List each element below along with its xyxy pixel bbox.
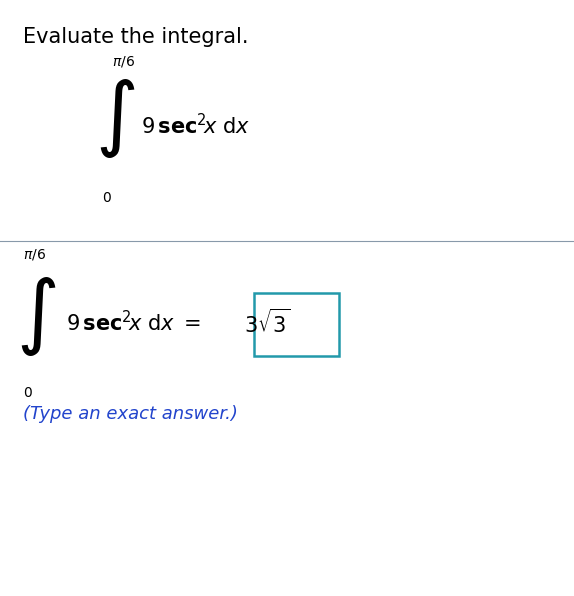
- Text: $\pi/6$: $\pi/6$: [23, 247, 46, 262]
- Text: $9\,\mathbf{sec}^{2}\!x\ \mathrm{d}x\ =$: $9\,\mathbf{sec}^{2}\!x\ \mathrm{d}x\ =$: [66, 311, 201, 336]
- Text: Evaluate the integral.: Evaluate the integral.: [23, 27, 249, 47]
- Text: $3\sqrt{3}$: $3\sqrt{3}$: [244, 309, 290, 337]
- Text: (Type an exact answer.): (Type an exact answer.): [23, 405, 238, 423]
- Text: $9\,\mathbf{sec}^{2}\!x\ \mathrm{d}x$: $9\,\mathbf{sec}^{2}\!x\ \mathrm{d}x$: [141, 113, 250, 138]
- Text: $\pi/6$: $\pi/6$: [112, 54, 135, 69]
- Text: $0$: $0$: [23, 386, 33, 400]
- Text: $\int$: $\int$: [16, 276, 56, 358]
- Text: $\int$: $\int$: [95, 78, 135, 160]
- FancyBboxPatch shape: [254, 293, 339, 356]
- Text: $0$: $0$: [102, 191, 112, 204]
